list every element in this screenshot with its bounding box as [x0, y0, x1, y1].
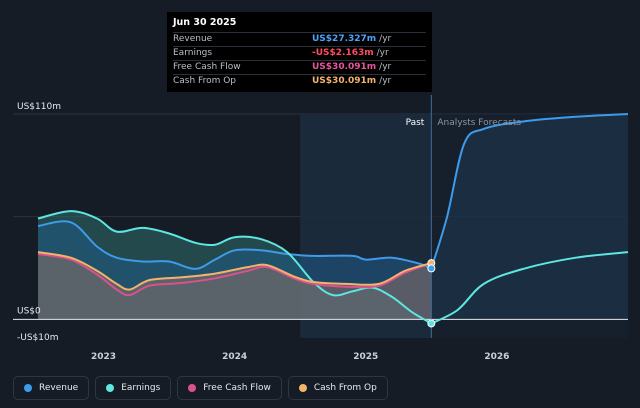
legend-item-cash-from-op[interactable]: Cash From Op: [287, 376, 388, 400]
earnings-line: [37, 210, 432, 325]
earnings-marker: [427, 319, 436, 328]
cash-from-op-area: [38, 252, 432, 320]
free-cash-flow-line: [37, 253, 432, 297]
tooltip-unit: /yr: [376, 48, 389, 58]
y-tick-label: US$0: [17, 306, 41, 316]
revenue-forecast-line: [430, 113, 629, 269]
tooltip-label: Earnings: [173, 48, 213, 58]
legend-label: Cash From Op: [313, 383, 377, 393]
tooltip-row-cash-from-op: Cash From Op US$30.091m /yr: [173, 74, 426, 88]
legend-label: Revenue: [39, 383, 79, 393]
y-tick-label: US$110m: [17, 102, 61, 112]
tooltip-unit: /yr: [379, 76, 392, 86]
tooltip-value: US$30.091m: [312, 62, 377, 72]
tooltip-label: Cash From Op: [173, 76, 237, 86]
tooltip-label: Revenue: [173, 34, 213, 44]
legend-item-earnings[interactable]: Earnings: [95, 376, 172, 400]
past-label: Past: [406, 118, 425, 128]
tooltip-value: US$27.327m: [312, 34, 377, 44]
legend-label: Free Cash Flow: [203, 383, 271, 393]
legend-dot-icon: [106, 384, 115, 392]
legend-item-free-cash-flow[interactable]: Free Cash Flow: [177, 376, 282, 400]
data-tooltip: Jun 30 2025 Revenue US$27.327m /yr Earni…: [167, 12, 432, 92]
x-tick-label: 2026: [484, 352, 509, 362]
forecast-region: [431, 114, 628, 338]
chart-legend: Revenue Earnings Free Cash Flow Cash Fro…: [13, 376, 388, 400]
x-tick-label: 2025: [353, 352, 378, 362]
tooltip-unit: /yr: [379, 34, 392, 44]
tooltip-value: -US$2.163m: [312, 48, 374, 58]
tooltip-row-free-cash-flow: Free Cash Flow US$30.091m /yr: [173, 60, 426, 74]
cash-from-op-line: [37, 251, 432, 291]
revenue-forecast-area: [431, 114, 628, 320]
legend-dot-icon: [188, 384, 197, 392]
y-tick-label: -US$10m: [17, 333, 59, 343]
legend-item-revenue[interactable]: Revenue: [13, 376, 90, 400]
tooltip-row-revenue: Revenue US$27.327m /yr: [173, 32, 426, 46]
revenue-marker: [427, 264, 436, 273]
tooltip-value: US$30.091m: [312, 76, 377, 86]
tooltip-label: Free Cash Flow: [173, 62, 241, 72]
revenue-line: [37, 220, 432, 270]
tooltip-row-earnings: Earnings -US$2.163m /yr: [173, 46, 426, 60]
tooltip-date: Jun 30 2025: [173, 17, 237, 28]
x-tick-label: 2024: [222, 352, 247, 362]
tooltip-unit: /yr: [379, 62, 392, 72]
legend-dot-icon: [24, 384, 32, 392]
legend-dot-icon: [298, 384, 307, 392]
legend-label: Earnings: [121, 383, 161, 393]
x-tick-label: 2023: [91, 352, 116, 362]
forecast-label: Analysts Forecasts: [437, 118, 521, 128]
earnings-forecast-line: [430, 251, 629, 325]
